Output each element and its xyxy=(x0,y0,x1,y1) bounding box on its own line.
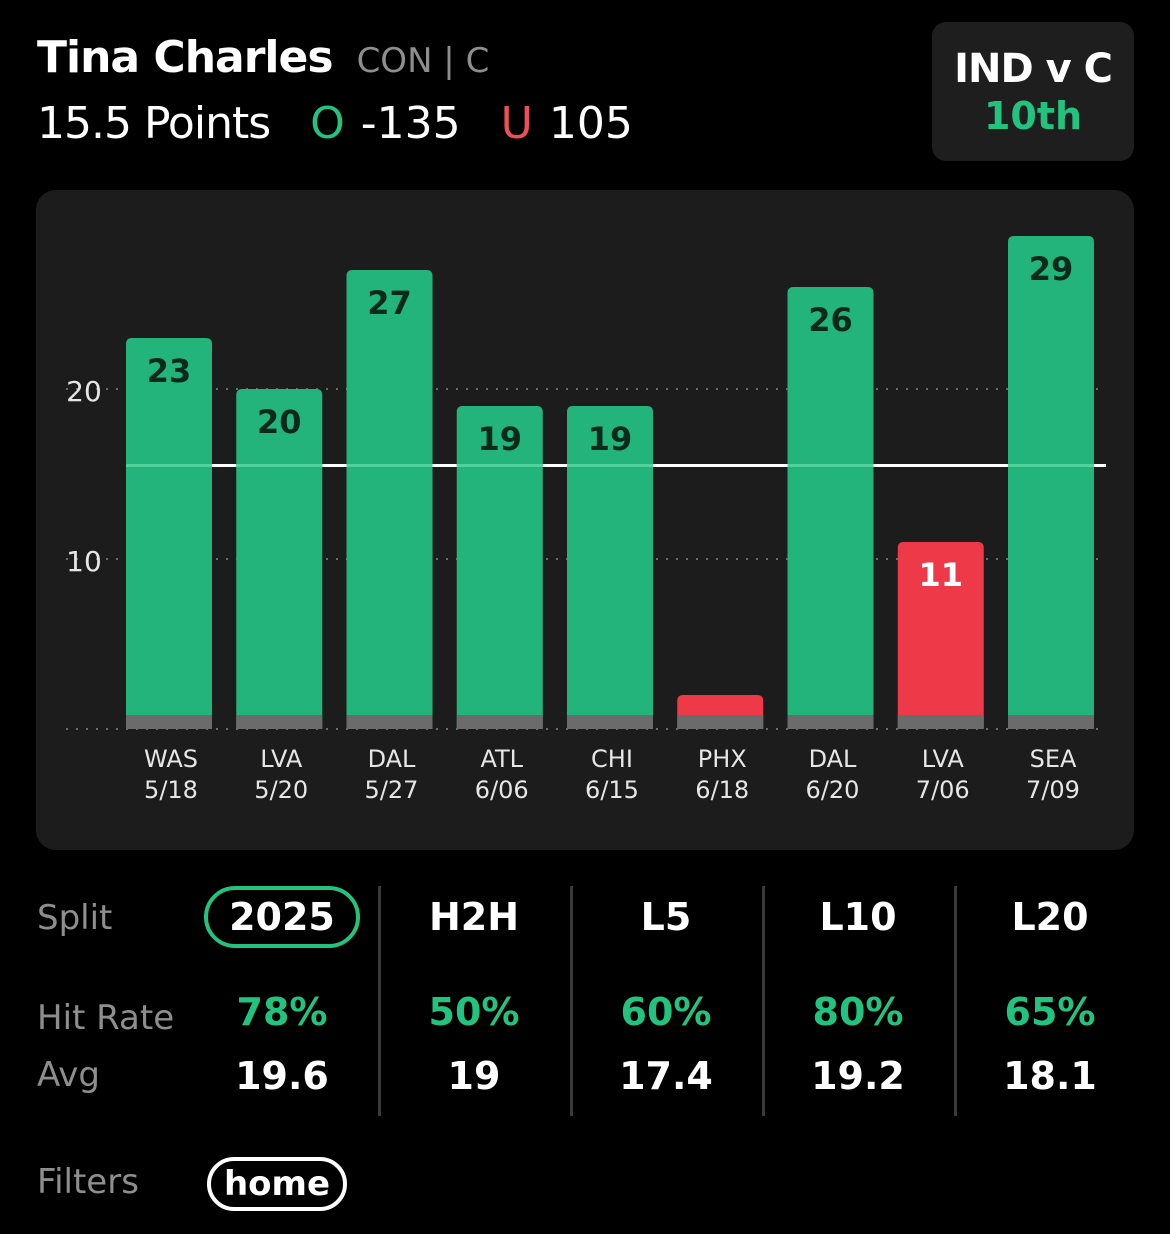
tab-l20[interactable]: L20 xyxy=(1011,895,1089,939)
bar-base xyxy=(126,715,212,729)
avg-value: 19.6 xyxy=(235,1054,329,1098)
player-name: Tina Charles xyxy=(37,32,334,83)
bar-base xyxy=(1008,715,1094,729)
bar-value-label: 19 xyxy=(477,420,522,458)
split-column-l5: L5 60% 17.4 xyxy=(571,886,761,1116)
tab-l5[interactable]: L5 xyxy=(640,895,692,939)
x-tick-opponent: CHI xyxy=(591,745,633,773)
x-tick-opponent: DAL xyxy=(368,745,416,773)
over-odds: -135 xyxy=(360,98,461,149)
player-header: Tina Charles CON | C xyxy=(37,32,489,83)
filter-chip-home[interactable]: home xyxy=(207,1157,347,1211)
x-tick-date: 6/15 xyxy=(585,776,639,804)
divider xyxy=(570,886,573,1116)
bar xyxy=(126,338,212,729)
bar xyxy=(1008,236,1094,729)
bar xyxy=(567,406,653,729)
under-odds: 105 xyxy=(548,98,633,149)
split-label: Split xyxy=(37,898,113,938)
split-column-l20: L20 65% 18.1 xyxy=(955,886,1145,1116)
bar-value-label: 11 xyxy=(918,556,963,594)
hit-rate-value: 78% xyxy=(236,990,328,1034)
bar-value-label: 23 xyxy=(147,352,192,390)
matchup-teams: IND v C xyxy=(954,45,1113,92)
split-column-h2h: H2H 50% 19 xyxy=(379,886,569,1116)
matchup-rank: 10th xyxy=(983,93,1083,138)
hit-rate-label: Hit Rate xyxy=(37,998,175,1038)
bar-value-label: 29 xyxy=(1029,250,1074,288)
x-tick-date: 7/06 xyxy=(916,776,970,804)
avg-value: 19.2 xyxy=(811,1054,905,1098)
x-tick-date: 5/20 xyxy=(254,776,308,804)
x-tick-opponent: SEA xyxy=(1030,745,1077,773)
hit-rate-value: 65% xyxy=(1004,990,1096,1034)
x-tick-date: 6/06 xyxy=(475,776,529,804)
prop-line: 15.5 Points xyxy=(37,98,271,149)
bar-chart: 10 20 23 WAS 5/18 20 LVA 5/20 27 DAL 5/27 19 ATL 6/06… xyxy=(66,236,1106,804)
bar-base xyxy=(346,715,433,729)
bar-base xyxy=(897,715,984,729)
bar-base xyxy=(236,715,323,729)
x-tick-date: 6/18 xyxy=(695,776,749,804)
under-icon: U xyxy=(500,98,533,149)
avg-value: 18.1 xyxy=(1003,1054,1097,1098)
bar-base xyxy=(567,715,653,729)
over-icon: O xyxy=(310,98,345,149)
tab-l10[interactable]: L10 xyxy=(819,895,897,939)
x-tick-date: 7/09 xyxy=(1026,776,1080,804)
hit-rate-value: 50% xyxy=(428,990,520,1034)
divider xyxy=(954,886,957,1116)
y-tick-label: 10 xyxy=(66,545,102,578)
prop-line-row: 15.5 Points O -135 U 105 xyxy=(37,98,633,149)
divider xyxy=(378,886,381,1116)
x-tick-opponent: LVA xyxy=(260,745,303,773)
split-column-2025: 2025 78% 19.6 xyxy=(187,886,377,1116)
bar-base xyxy=(787,715,874,729)
x-tick-date: 5/18 xyxy=(144,776,198,804)
bar-base xyxy=(456,715,543,729)
avg-value: 19 xyxy=(447,1054,501,1098)
x-tick-date: 5/27 xyxy=(365,776,419,804)
bar-value-label: 27 xyxy=(367,284,412,322)
bar-value-label: 20 xyxy=(257,403,302,441)
over-option[interactable]: O -135 xyxy=(310,98,461,149)
x-tick-opponent: LVA xyxy=(922,745,965,773)
chart-card: 10 20 23 WAS 5/18 20 LVA 5/20 27 DAL 5/27 19 ATL 6/06… xyxy=(36,190,1134,850)
bar-base xyxy=(677,715,764,729)
player-team-position: CON | C xyxy=(356,41,490,81)
split-column-l10: L10 80% 19.2 xyxy=(763,886,953,1116)
bar xyxy=(346,270,433,729)
avg-label: Avg xyxy=(37,1055,100,1095)
bar xyxy=(787,287,874,729)
y-tick-label: 20 xyxy=(66,375,102,408)
bar xyxy=(236,389,323,729)
x-tick-opponent: PHX xyxy=(698,745,747,773)
tab-h2h[interactable]: H2H xyxy=(428,895,520,939)
x-tick-opponent: ATL xyxy=(480,745,523,773)
matchup-box[interactable]: IND v C 10th xyxy=(932,22,1134,161)
bar-value-label: 19 xyxy=(588,420,633,458)
divider xyxy=(762,886,765,1116)
hit-rate-value: 80% xyxy=(812,990,904,1034)
under-option[interactable]: U 105 xyxy=(501,98,633,149)
bar xyxy=(456,406,543,729)
bar xyxy=(897,542,984,729)
avg-value: 17.4 xyxy=(619,1054,713,1098)
x-tick-date: 6/20 xyxy=(806,776,860,804)
x-tick-opponent: DAL xyxy=(809,745,857,773)
hit-rate-value: 60% xyxy=(620,990,712,1034)
filters-label: Filters xyxy=(37,1162,139,1202)
bar-value-label: 26 xyxy=(808,301,853,339)
x-tick-opponent: WAS xyxy=(144,745,198,773)
tab-2025[interactable]: 2025 xyxy=(204,886,360,948)
